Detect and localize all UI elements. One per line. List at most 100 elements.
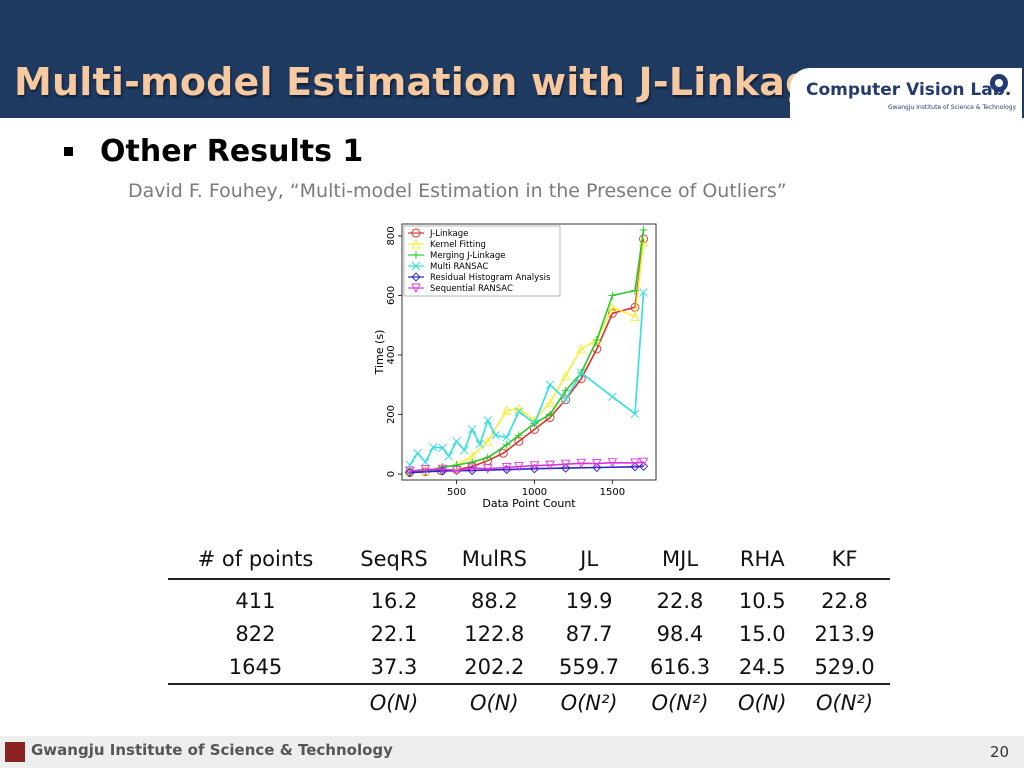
data-point [561, 395, 570, 404]
y-tick-label: 0 [386, 471, 397, 477]
results-table: # of points SeqRS MulRS JL MJL RHA KF 411 16.2 8… [168, 540, 890, 721]
data-point [545, 380, 555, 390]
data-point [428, 442, 438, 452]
table-cell: 88.2 [470, 588, 518, 613]
data-point [592, 462, 602, 473]
data-point [501, 463, 512, 473]
data-point [501, 405, 512, 415]
legend-marker [411, 283, 421, 294]
legend-label: Multi RANSAC [430, 262, 488, 272]
data-point [452, 436, 461, 446]
data-point [502, 440, 511, 449]
x-tick-label: 500 [447, 487, 466, 498]
x-axis-label: Data Point Count [482, 497, 576, 510]
complexity-cell: O(N²) [815, 691, 874, 715]
y-tick-label: 200 [386, 405, 397, 424]
data-point [630, 409, 640, 419]
data-point [451, 466, 462, 476]
bullet-heading: Other Results 1 [100, 134, 364, 169]
citation-text: David F. Fouhey, “Multi-model Estimation… [128, 180, 787, 202]
data-point [639, 288, 648, 297]
table-cell: 22.8 [821, 588, 868, 613]
data-point [607, 302, 618, 312]
table-cell: 202.2 [445, 650, 544, 685]
footer-institute-name: Gwangju Institute of Science & Technolog… [31, 741, 393, 759]
data-point [630, 311, 640, 322]
y-axis-label: Time (s) [373, 330, 386, 376]
table-row: 822 22.1 122.8 87.7 98.4 15.0 213.9 [168, 617, 890, 650]
data-point [514, 462, 524, 472]
data-point [576, 368, 586, 378]
table-cell: 87.7 [565, 621, 613, 646]
data-point [630, 286, 639, 295]
data-point [607, 308, 617, 318]
data-point [438, 443, 447, 453]
table-cell: 10.5 [738, 588, 786, 613]
data-point [560, 459, 571, 470]
legend-label: Sequential RANSAC [430, 284, 513, 294]
series-line [409, 229, 645, 474]
table-cell: 22.1 [370, 621, 418, 646]
data-point [482, 436, 493, 446]
data-point [638, 457, 649, 468]
data-point [475, 439, 485, 449]
data-point [467, 463, 477, 474]
data-point [545, 460, 555, 471]
data-point [467, 425, 477, 434]
legend-label: Kernel Fitting [430, 240, 486, 250]
table-row: 1645 37.3 202.2 559.7 616.3 24.5 529.0 [168, 650, 890, 685]
data-point [592, 336, 601, 345]
complexity-cell: O(N) [470, 691, 519, 715]
data-point [491, 431, 500, 440]
data-point [482, 464, 493, 474]
data-point [514, 407, 524, 416]
data-point [545, 397, 555, 408]
gist-logo-icon [5, 742, 25, 762]
data-point [514, 431, 523, 440]
data-point [413, 448, 422, 458]
bullet-square-icon [64, 147, 73, 156]
table-cell: 15.0 [738, 621, 786, 646]
data-point [452, 461, 461, 470]
table-cell: 411 [235, 588, 276, 613]
table-cell: 122.8 [464, 621, 525, 646]
data-point [530, 419, 539, 428]
table-header-cell: JL [543, 540, 635, 580]
data-point [608, 392, 617, 401]
complexity-row: O(N) O(N) O(N²) O(N²) O(N) O(N²) [168, 684, 890, 721]
data-point [592, 459, 602, 469]
data-point [420, 465, 431, 475]
data-point [630, 462, 640, 472]
legend-marker [411, 238, 421, 249]
lab-logo: Computer Vision Lab. Gwangju Institute o… [790, 68, 1022, 118]
complexity-cell [168, 684, 343, 721]
data-point [608, 291, 617, 300]
lab-logo-text: Computer Vision Lab. [806, 80, 1012, 100]
data-point [576, 344, 586, 354]
x-tick-label: 1000 [522, 487, 547, 498]
data-point [561, 386, 570, 395]
table-cell: 16.2 [370, 588, 418, 613]
page-number: 20 [990, 743, 1010, 761]
legend-marker [411, 272, 421, 282]
legend-marker [412, 251, 420, 259]
table-header-row: # of points SeqRS MulRS JL MJL RHA KF [168, 540, 890, 580]
table-row: 411 16.2 88.2 19.9 22.8 10.5 22.8 [168, 579, 890, 617]
table-cell: 24.5 [725, 650, 800, 685]
table-cell: 19.9 [565, 588, 613, 613]
table-cell: 213.9 [814, 621, 875, 646]
table-cell: 559.7 [543, 650, 635, 685]
table-header-cell: MulRS [445, 540, 544, 580]
table-cell: 529.0 [799, 650, 890, 685]
data-point [639, 225, 648, 234]
complexity-cell: O(N) [369, 691, 419, 715]
data-point [405, 466, 415, 477]
data-point [638, 461, 649, 471]
legend-label: Merging J-Linkage [430, 251, 506, 261]
data-point [483, 416, 493, 425]
x-tick-label: 1500 [600, 487, 625, 498]
data-point [529, 464, 540, 474]
y-tick-label: 400 [386, 345, 397, 364]
data-point [444, 451, 454, 461]
table-cell: 822 [235, 621, 276, 646]
